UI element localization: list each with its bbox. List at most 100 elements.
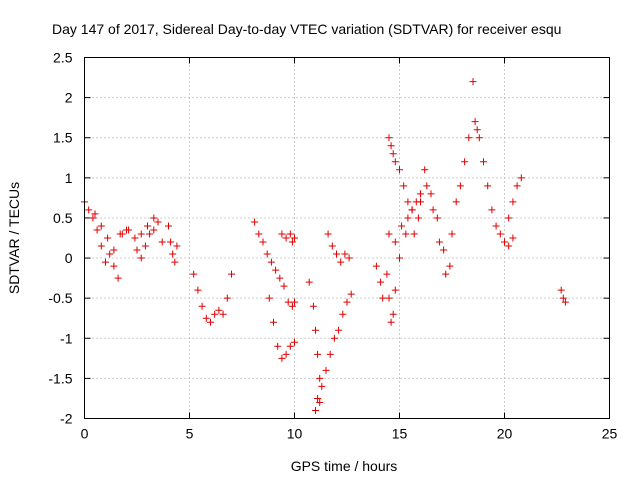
data-point <box>328 242 336 250</box>
series-arc-3 <box>118 214 166 246</box>
series-arc-11 <box>312 394 324 414</box>
data-point <box>286 230 294 238</box>
data-point <box>146 230 154 238</box>
data-point <box>291 298 298 306</box>
data-point <box>330 334 338 342</box>
data-point <box>469 78 477 86</box>
data-point <box>414 214 422 222</box>
y-tick-label: 1 <box>65 170 73 186</box>
x-tick-label: 15 <box>392 426 408 442</box>
data-point <box>150 214 158 222</box>
series-arc-8 <box>278 230 298 246</box>
y-tick-label: 2.5 <box>53 50 73 66</box>
data-point <box>488 206 496 214</box>
y-tick-label: 1.5 <box>53 130 73 146</box>
data-point <box>198 302 206 310</box>
series-arc-6 <box>190 270 235 326</box>
data-point <box>259 238 267 246</box>
y-tick-label: -0.5 <box>48 290 72 306</box>
data-point <box>270 318 277 326</box>
data-point <box>484 182 492 190</box>
data-point <box>173 242 181 250</box>
data-point <box>442 270 450 278</box>
data-point <box>433 214 441 222</box>
data-point <box>343 298 351 306</box>
data-point <box>137 230 145 238</box>
data-point <box>207 318 214 326</box>
data-point <box>223 294 231 302</box>
data-point <box>104 234 112 242</box>
data-point <box>282 350 290 358</box>
data-point <box>137 254 145 262</box>
data-point <box>278 230 286 238</box>
data-point <box>211 310 219 318</box>
data-point <box>385 230 393 238</box>
data-point <box>452 198 460 206</box>
data-point <box>408 206 416 214</box>
data-point <box>492 222 500 230</box>
series-arc-18 <box>448 78 481 238</box>
data-point <box>517 174 525 182</box>
data-point <box>389 310 397 318</box>
data-point <box>461 158 469 166</box>
data-point <box>440 246 448 254</box>
data-point <box>389 150 397 158</box>
data-point <box>387 142 395 150</box>
data-point <box>133 246 141 254</box>
series-arc-10 <box>305 278 355 390</box>
y-tick-label: -1.5 <box>48 370 72 386</box>
data-point <box>509 234 517 242</box>
data-point <box>337 258 345 266</box>
data-point <box>110 246 118 254</box>
data-point <box>167 238 175 246</box>
data-point <box>150 226 158 234</box>
data-point <box>255 230 263 238</box>
data-point <box>278 354 286 362</box>
data-point <box>561 298 569 306</box>
data-point <box>219 310 227 318</box>
data-point <box>314 394 322 402</box>
data-point <box>125 226 133 234</box>
data-point <box>202 314 210 322</box>
data-point <box>417 198 424 206</box>
data-point <box>402 230 410 238</box>
y-tick-label: 2 <box>65 90 73 106</box>
data-point <box>372 262 380 270</box>
data-point <box>465 134 473 142</box>
data-point <box>423 182 431 190</box>
data-point <box>385 294 393 302</box>
series-arc-20 <box>505 174 525 222</box>
x-tick-label: 0 <box>81 426 89 442</box>
data-point <box>284 298 292 306</box>
y-tick-label: -1 <box>60 330 73 346</box>
series-arc-9 <box>265 294 298 362</box>
data-point <box>251 218 259 226</box>
data-point <box>194 286 202 294</box>
data-point <box>144 222 151 230</box>
data-point <box>288 238 296 246</box>
data-point <box>131 234 139 242</box>
data-point <box>169 250 177 258</box>
chart-title: Day 147 of 2017, Sidereal Day-to-day VTE… <box>52 21 561 37</box>
x-tick-label: 5 <box>186 426 194 442</box>
series-arc-1 <box>81 198 122 282</box>
data-point <box>215 306 223 314</box>
data-point <box>326 350 334 358</box>
data-point <box>475 134 483 142</box>
series-arc-4 <box>133 226 158 262</box>
data-point <box>318 382 326 390</box>
data-point <box>391 238 399 246</box>
data-point <box>379 294 387 302</box>
data-point <box>316 398 324 406</box>
data-point <box>496 230 504 238</box>
data-point <box>429 206 437 214</box>
data-point <box>473 126 481 134</box>
y-tick-label: -2 <box>60 411 73 427</box>
data-point <box>559 294 567 302</box>
data-point <box>154 218 162 226</box>
data-point <box>417 190 424 198</box>
grid <box>84 57 610 419</box>
data-point <box>190 270 198 278</box>
tick-labels: 0 5 10 15 20 25 -2 -1.5 -1 -0.5 0 0.5 1 1.5 2 2.5 <box>48 50 617 442</box>
series-arc-21 <box>557 286 569 306</box>
